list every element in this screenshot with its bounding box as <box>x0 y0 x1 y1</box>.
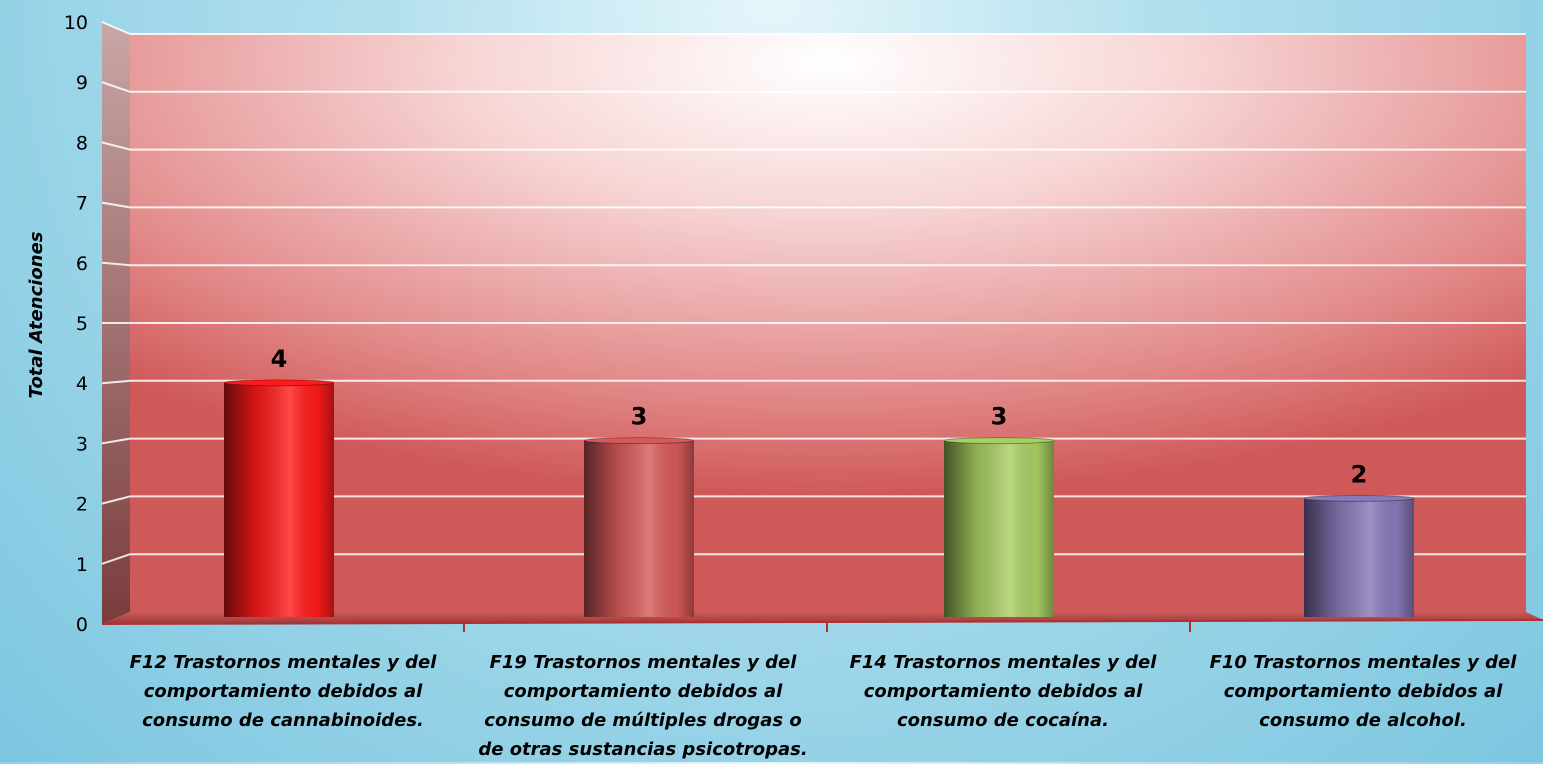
y-tick-label: 5 <box>76 313 88 335</box>
y-tick-label: 10 <box>64 12 88 34</box>
bar-top <box>223 379 335 387</box>
x-axis-tick-marks <box>463 622 1191 632</box>
gridline-side <box>101 495 131 505</box>
value-label: 3 <box>631 403 648 431</box>
gridline-side <box>101 379 131 385</box>
y-tick-label: 7 <box>76 193 88 215</box>
y-tick-label: 9 <box>76 72 88 94</box>
gridline-side <box>101 553 131 565</box>
y-tick-label: 6 <box>76 253 88 275</box>
value-label: 3 <box>991 403 1008 431</box>
y-axis-label: Total Atenciones <box>26 231 47 398</box>
value-label: 4 <box>271 345 288 373</box>
x-tick-label: F19 Trastornos mentales y del comportami… <box>478 652 808 760</box>
gridline-side <box>101 261 131 267</box>
bar-shading <box>224 382 334 617</box>
x-axis-line <box>101 619 1543 625</box>
bar-shading <box>944 440 1054 617</box>
y-tick-label: 3 <box>76 433 88 455</box>
gridline-side <box>101 21 131 35</box>
bar-top <box>583 437 695 445</box>
y-tick-label: 8 <box>76 132 88 154</box>
gridline-side <box>101 201 131 209</box>
bars <box>223 379 1415 617</box>
bar-shading <box>584 440 694 617</box>
value-label: 2 <box>1351 460 1368 488</box>
x-tick-label: F12 Trastornos mentales y del comportami… <box>129 652 437 731</box>
y-tick-label: 1 <box>76 554 88 576</box>
bar-top <box>943 437 1055 445</box>
y-tick-label: 2 <box>76 494 88 516</box>
y-tick-label: 4 <box>76 373 88 395</box>
bar-top <box>1303 494 1415 502</box>
gridlines <box>101 21 1526 565</box>
y-axis-ticks: 0 1 2 3 4 5 6 7 8 9 10 <box>64 12 88 636</box>
y-tick-label: 0 <box>76 614 88 636</box>
bar-shading <box>1304 498 1414 617</box>
gridline-side <box>101 437 131 445</box>
x-tick-label: F10 Trastornos mentales y del comportami… <box>1209 652 1517 731</box>
gridline-side <box>101 81 131 93</box>
x-tick-label: F14 Trastornos mentales y del comportami… <box>849 652 1157 731</box>
value-labels: 4 3 3 2 <box>271 345 1368 489</box>
gridline-side <box>101 141 131 151</box>
